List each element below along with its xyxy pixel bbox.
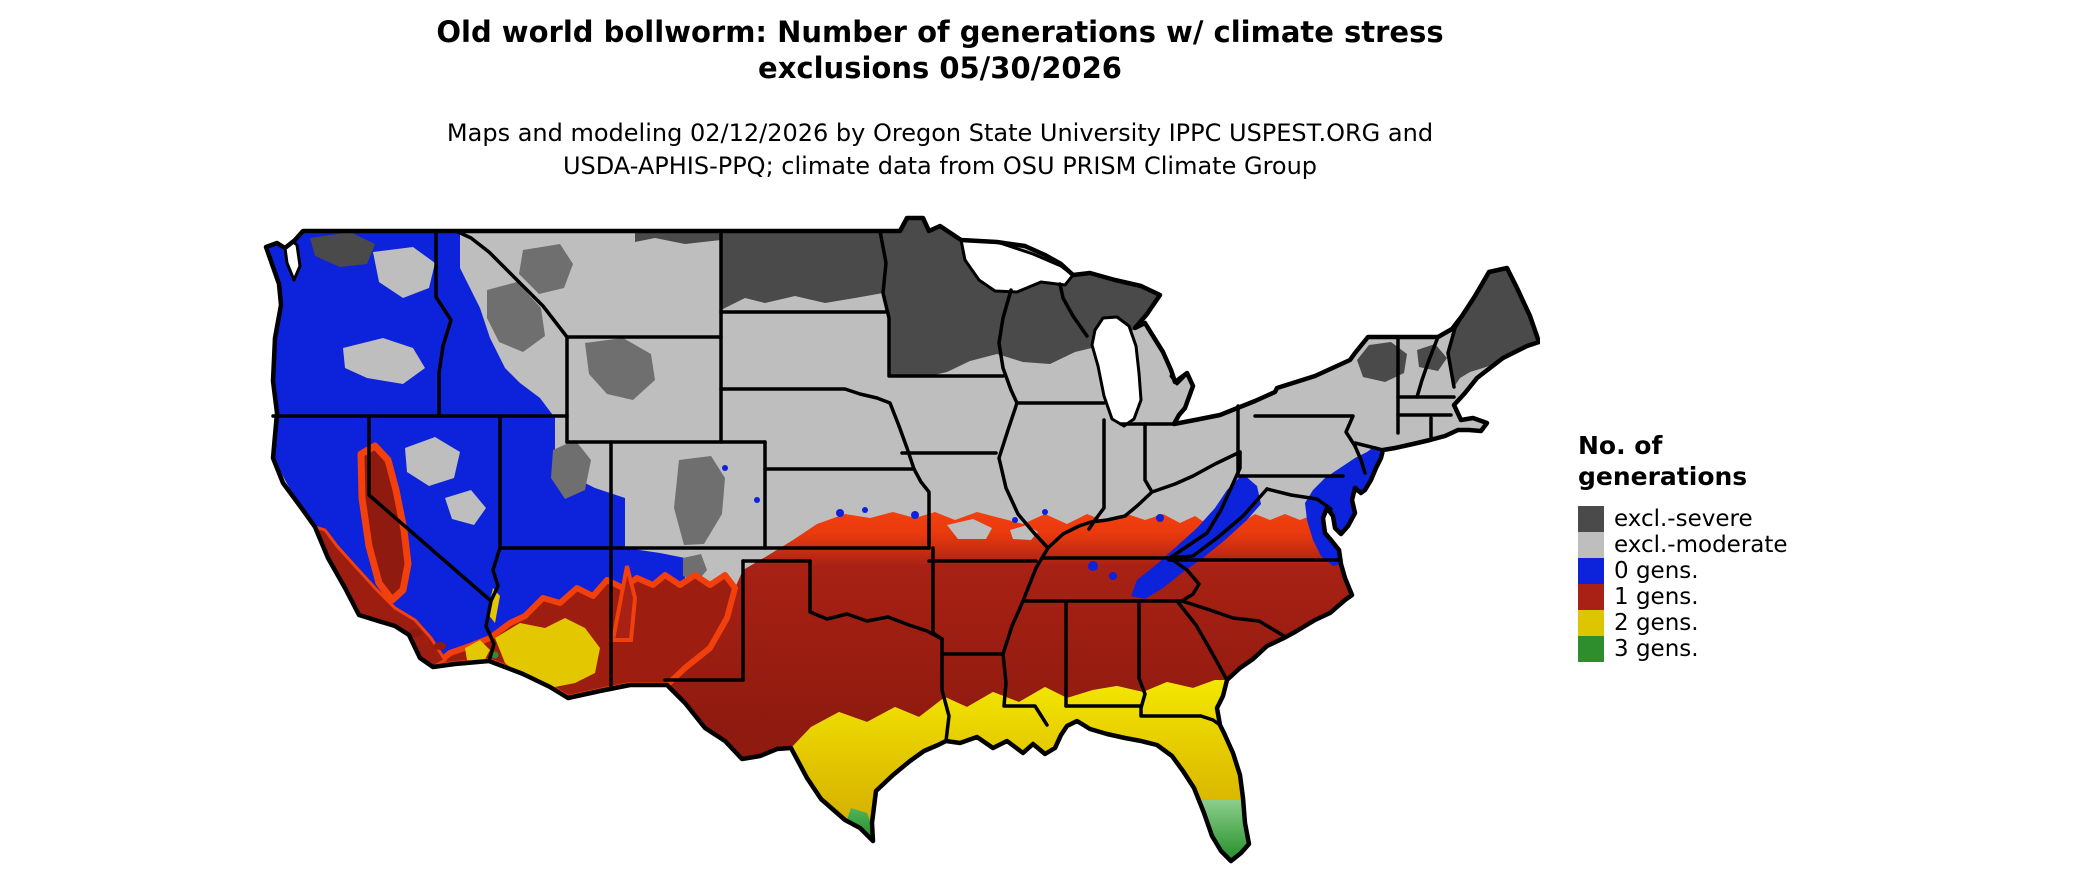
legend-swatch-1	[1578, 532, 1604, 558]
legend-swatch-4	[1578, 610, 1604, 636]
map-title-line1: Old world bollworm: Number of generation…	[436, 15, 1444, 49]
legend-label: 3 gens.	[1614, 636, 1699, 662]
legend-row: 1 gens.	[1578, 584, 1788, 610]
legend-row: 0 gens.	[1578, 558, 1788, 584]
us-outline	[263, 215, 1542, 864]
legend-title-line1: No. of	[1578, 431, 1663, 460]
map-patches-moderate-over-blue	[343, 247, 486, 525]
map-patches-mountain-gray	[487, 244, 725, 582]
map-subtitle-line1: Maps and modeling 02/12/2026 by Oregon S…	[446, 119, 1434, 147]
legend-swatch-0	[1578, 506, 1604, 532]
map-region-2gens-gulf	[791, 680, 1249, 861]
lake-michigan	[1090, 315, 1143, 428]
legend-title: No. of generations	[1578, 430, 1788, 492]
legend-label: excl.-severe	[1614, 506, 1753, 532]
legend-label: 0 gens.	[1614, 558, 1699, 584]
legend-swatch-3	[1578, 584, 1604, 610]
us-map-svg	[263, 215, 1542, 874]
map-subtitle-line2: USDA-APHIS-PPQ; climate data from OSU PR…	[562, 152, 1318, 180]
map-region-1gen-rio-grande-finger	[610, 565, 638, 642]
map-region-3gens-yuma-spot	[491, 651, 499, 659]
map-title-line2: exclusions 05/30/2026	[758, 51, 1122, 85]
state-borders	[271, 229, 1464, 743]
us-map	[255, 168, 1542, 880]
map-region-excl-severe	[310, 218, 1539, 387]
legend-title-line2: generations	[1578, 462, 1748, 491]
map-title: Old world bollworm: Number of generation…	[0, 14, 1880, 86]
legend-label: 2 gens.	[1614, 610, 1699, 636]
legend-row: 3 gens.	[1578, 636, 1788, 662]
legend-row: excl.-moderate	[1578, 532, 1788, 558]
map-region-2gens-arizona	[465, 588, 600, 688]
legend: No. of generations excl.-severe excl.-mo…	[1578, 430, 1788, 662]
legend-label: excl.-moderate	[1614, 532, 1788, 558]
map-region-3gens-florida	[1190, 800, 1249, 861]
map-subtitle: Maps and modeling 02/12/2026 by Oregon S…	[0, 117, 1880, 183]
map-region-1gen-central-valley	[357, 442, 412, 604]
legend-rows: excl.-severe excl.-moderate 0 gens. 1 ge…	[1578, 506, 1788, 662]
lake-superior	[959, 238, 1075, 294]
legend-label: 1 gens.	[1614, 584, 1699, 610]
legend-swatch-5	[1578, 636, 1604, 662]
legend-row: 2 gens.	[1578, 610, 1788, 636]
legend-row: excl.-severe	[1578, 506, 1788, 532]
map-region-3gens-keys	[1200, 865, 1236, 874]
legend-swatch-2	[1578, 558, 1604, 584]
